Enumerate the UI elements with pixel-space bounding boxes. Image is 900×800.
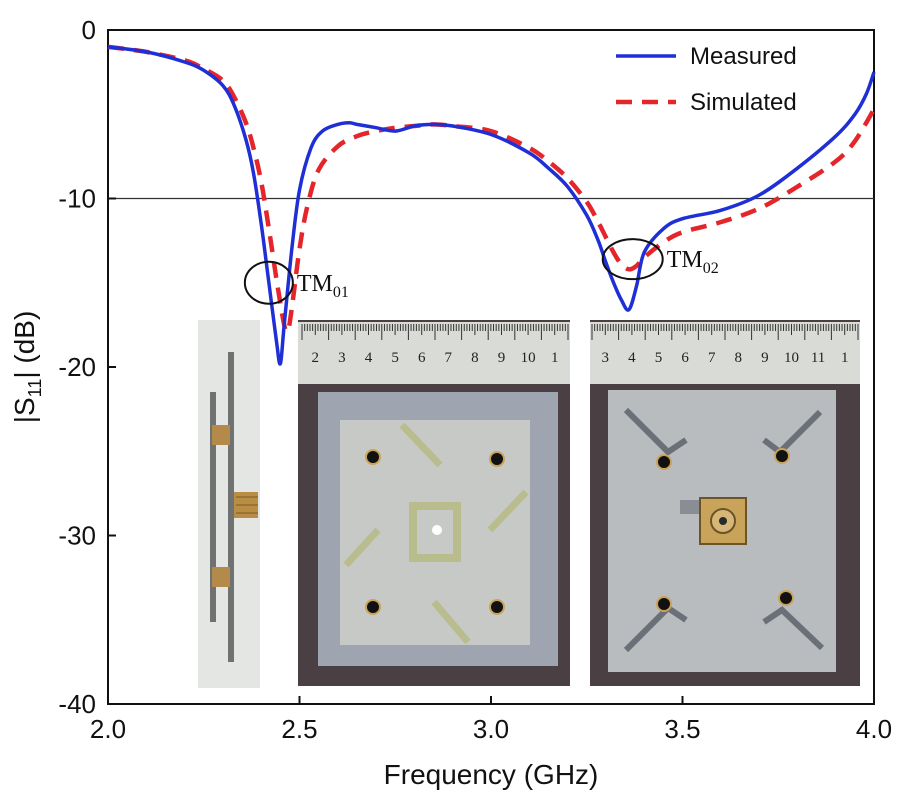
legend-label-simulated: Simulated [690, 89, 797, 116]
ruler-number: 6 [681, 350, 689, 366]
annotation-ellipse-tm02 [601, 238, 664, 281]
y-axis-title: |S11| (dB) [9, 311, 45, 424]
annotation-label-tm01: TM01 [297, 271, 349, 301]
inset-side-view [198, 320, 260, 688]
y-tick-label: -10 [58, 184, 96, 214]
ruler-number: 10 [784, 350, 799, 366]
ruler-number: 11 [811, 350, 825, 366]
legend: Measured Simulated [616, 43, 797, 116]
inset-bottom-view: 3 4 5 6 7 8 9 10 11 1 [590, 320, 860, 686]
ruler-number: 7 [445, 350, 453, 366]
ruler-number: 10 [521, 350, 536, 366]
series-line-measured [107, 45, 876, 366]
x-tick-label: 4.0 [856, 714, 892, 744]
ruler-number: 1 [551, 350, 559, 366]
x-tick-label: 2.0 [90, 714, 126, 744]
ruler-number: 8 [471, 350, 479, 366]
y-tick-label: -30 [58, 521, 96, 551]
x-tick-label: 3.0 [473, 714, 509, 744]
y-axis: 0 -10 -20 -30 -40 [58, 15, 116, 719]
annotation-tm01: TM01 [243, 260, 349, 305]
ruler-number: 3 [602, 350, 610, 366]
annotation-ellipse-tm01 [243, 260, 294, 305]
ruler-number: 8 [735, 350, 743, 366]
ruler-number: 1 [841, 350, 849, 366]
x-axis: 2.0 2.5 3.0 3.5 4.0 [90, 696, 892, 744]
ruler-number: 4 [365, 350, 373, 366]
annotation-tm02: TM02 [601, 238, 719, 281]
ruler-number: 9 [761, 350, 769, 366]
ruler-top: 2 3 4 5 6 7 8 9 10 1 [301, 324, 569, 366]
inset-photos: 2 3 4 5 6 7 8 9 10 1 3 4 5 6 7 8 9 10 11 1 [198, 320, 860, 688]
annotation-label-tm02: TM02 [667, 247, 719, 277]
ruler-number: 6 [418, 350, 426, 366]
y-tick-label: -20 [58, 352, 96, 382]
ruler-number: 2 [312, 350, 320, 366]
y-tick-label: -40 [58, 689, 96, 719]
ruler-number: 9 [498, 350, 506, 366]
ruler-number: 3 [338, 350, 346, 366]
x-axis-title: Frequency (GHz) [384, 759, 599, 790]
y-tick-label: 0 [82, 15, 96, 45]
ruler-number: 7 [708, 350, 716, 366]
ruler-number: 5 [655, 350, 663, 366]
ruler-number: 4 [628, 350, 636, 366]
x-tick-label: 3.5 [664, 714, 700, 744]
x-tick-label: 2.5 [281, 714, 317, 744]
legend-label-measured: Measured [690, 43, 797, 70]
inset-top-view: 2 3 4 5 6 7 8 9 10 1 [298, 320, 570, 686]
ruler-bottom: 3 4 5 6 7 8 9 10 11 1 [591, 324, 859, 366]
ruler-number: 5 [391, 350, 399, 366]
